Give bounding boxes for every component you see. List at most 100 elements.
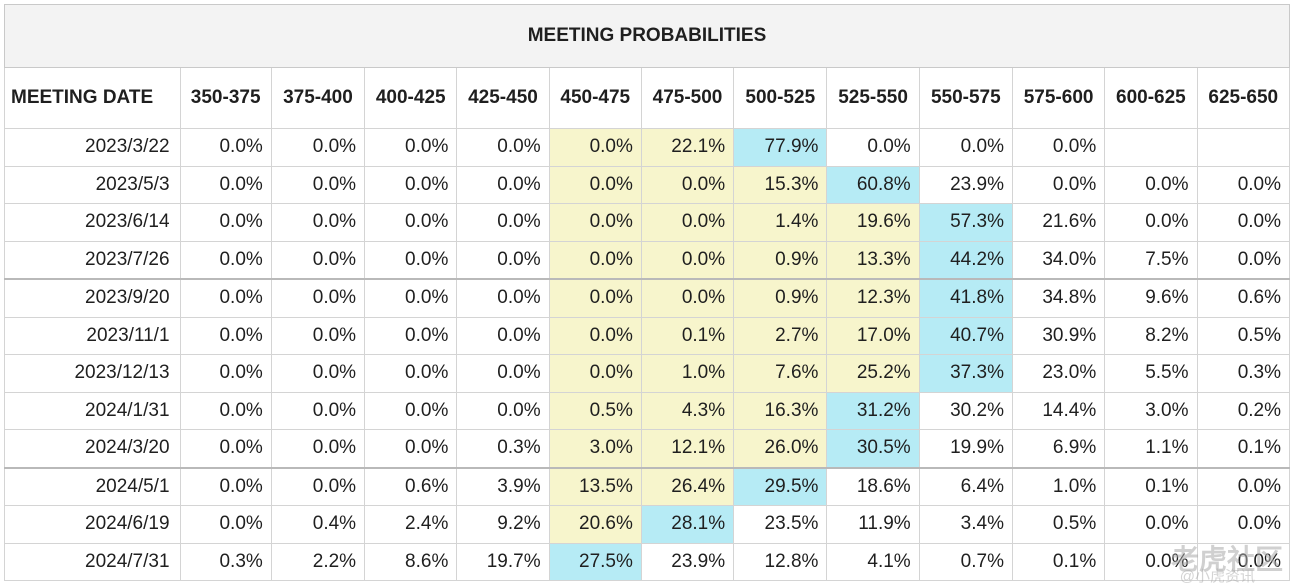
table-row: 2024/1/31 0.0% 0.0% 0.0% 0.0% 0.5% 4.3% 16.3% 31… — [4, 391, 1290, 430]
probability-cell: 0.0% — [456, 128, 550, 167]
probability-cell: 1.0% — [640, 354, 735, 393]
probability-cell: 4.1% — [826, 542, 920, 581]
probability-cell: 2.2% — [270, 542, 366, 581]
probability-cell: 9.6% — [1104, 278, 1198, 318]
probability-cell: 0.0% — [179, 391, 272, 430]
probability-cell: 0.0% — [640, 203, 735, 242]
table-row: 2024/7/31 0.3% 2.2% 8.6% 19.7% 27.5% 23.9% 12.8… — [4, 542, 1290, 581]
probability-cell: 60.8% — [826, 165, 920, 204]
probability-cell: 1.0% — [1011, 466, 1106, 506]
probability-cell: 19.6% — [826, 203, 920, 242]
probability-cell: 0.0% — [1196, 240, 1290, 280]
probability-cell: 0.0% — [270, 354, 366, 393]
probability-cell: 0.0% — [270, 316, 366, 355]
probability-cell: 0.5% — [548, 391, 642, 430]
probability-cell: 0.0% — [270, 278, 366, 318]
probability-cell: 0.0% — [270, 165, 366, 204]
probability-cell: 7.6% — [733, 354, 828, 393]
column-header-range: 525-550 — [826, 67, 920, 129]
probability-cell: 0.0% — [640, 278, 735, 318]
probability-cell: 0.0% — [364, 316, 458, 355]
probability-cell: 26.4% — [640, 466, 735, 506]
column-header-range: 400-425 — [364, 67, 458, 129]
probability-cell: 0.0% — [270, 203, 366, 242]
probability-cell: 0.1% — [1011, 542, 1106, 581]
probability-cell: 0.1% — [1104, 466, 1198, 506]
probability-cell: 13.5% — [548, 466, 642, 506]
probability-cell: 18.6% — [826, 466, 920, 506]
meeting-date-cell: 2024/5/1 — [4, 466, 181, 506]
probability-cell: 0.0% — [179, 165, 272, 204]
meeting-date-cell: 2023/12/13 — [4, 354, 181, 393]
probability-cell: 12.1% — [640, 429, 735, 468]
probability-cell: 0.0% — [270, 128, 366, 167]
probability-cell: 30.5% — [826, 429, 920, 468]
column-header-range: 500-525 — [733, 67, 828, 129]
probability-cell: 0.0% — [179, 466, 272, 506]
table-row: 2023/3/22 0.0% 0.0% 0.0% 0.0% 0.0% 22.1% 77.9% 0… — [4, 128, 1290, 167]
probability-cell: 0.0% — [1196, 466, 1290, 506]
probability-cell: 0.0% — [364, 278, 458, 318]
table-row: 2023/12/13 0.0% 0.0% 0.0% 0.0% 0.0% 1.0% 7.6% 25… — [4, 354, 1290, 393]
probability-cell: 0.3% — [1196, 354, 1290, 393]
probability-cell: 6.9% — [1011, 429, 1106, 468]
column-header-range: 375-400 — [270, 67, 366, 129]
table-title: MEETING PROBABILITIES — [4, 4, 1290, 68]
probability-cell: 57.3% — [918, 203, 1013, 242]
column-header-range: 350-375 — [179, 67, 272, 129]
probability-cell: 40.7% — [918, 316, 1013, 355]
column-header-meeting-date: MEETING DATE — [4, 67, 181, 129]
probability-cell: 0.0% — [179, 240, 272, 280]
probability-cell: 0.0% — [1011, 165, 1106, 204]
probability-cell: 0.0% — [1104, 203, 1198, 242]
table-row: 2023/6/14 0.0% 0.0% 0.0% 0.0% 0.0% 0.0% 1.4% 19.… — [4, 203, 1290, 242]
meeting-probabilities-table: MEETING PROBABILITIES MEETING DATE 350-37… — [4, 4, 1290, 581]
probability-cell: 0.0% — [548, 354, 642, 393]
probability-cell: 0.0% — [364, 391, 458, 430]
probability-cell: 0.9% — [733, 240, 828, 280]
column-header-range: 575-600 — [1011, 67, 1106, 129]
probability-cell: 0.0% — [1104, 505, 1198, 544]
probability-cell: 12.3% — [826, 278, 920, 318]
probability-cell: 0.0% — [456, 278, 550, 318]
probability-cell: 14.4% — [1011, 391, 1106, 430]
column-header-range: 425-450 — [456, 67, 550, 129]
probability-cell: 0.0% — [640, 240, 735, 280]
probability-cell: 4.3% — [640, 391, 735, 430]
meeting-date-cell: 2024/6/19 — [4, 505, 181, 544]
probability-cell: 8.6% — [364, 542, 458, 581]
probability-cell: 0.0% — [364, 128, 458, 167]
meeting-date-cell: 2023/7/26 — [4, 240, 181, 280]
probability-cell: 16.3% — [733, 391, 828, 430]
probability-cell: 0.0% — [456, 354, 550, 393]
probability-cell: 0.0% — [548, 240, 642, 280]
probability-cell: 17.0% — [826, 316, 920, 355]
probability-cell: 34.0% — [1011, 240, 1106, 280]
table-body: 2023/3/22 0.0% 0.0% 0.0% 0.0% 0.0% 22.1% 77.9% 0… — [4, 128, 1290, 581]
probability-cell — [1196, 128, 1290, 167]
probability-cell: 29.5% — [733, 466, 828, 506]
probability-cell: 41.8% — [918, 278, 1013, 318]
probability-cell: 0.0% — [548, 165, 642, 204]
probability-cell: 0.0% — [270, 240, 366, 280]
column-header-range: 475-500 — [640, 67, 735, 129]
probability-cell: 0.0% — [548, 203, 642, 242]
probability-cell: 0.0% — [1196, 542, 1290, 581]
probability-cell: 0.0% — [179, 203, 272, 242]
probability-cell: 1.4% — [733, 203, 828, 242]
probability-cell: 0.0% — [179, 316, 272, 355]
probability-cell: 23.9% — [640, 542, 735, 581]
probability-cell: 15.3% — [733, 165, 828, 204]
table-row: 2024/3/20 0.0% 0.0% 0.0% 0.3% 3.0% 12.1% 26.0% 3… — [4, 429, 1290, 468]
column-header-range: 600-625 — [1104, 67, 1198, 129]
probability-cell: 0.1% — [1196, 429, 1290, 468]
probability-cell: 23.5% — [733, 505, 828, 544]
probability-cell — [1104, 128, 1198, 167]
probability-cell: 44.2% — [918, 240, 1013, 280]
probability-cell: 20.6% — [548, 505, 642, 544]
probability-cell: 0.0% — [364, 354, 458, 393]
probability-cell: 28.1% — [640, 505, 735, 544]
probability-cell: 8.2% — [1104, 316, 1198, 355]
probability-cell: 0.0% — [918, 128, 1013, 167]
probability-cell: 0.0% — [364, 165, 458, 204]
